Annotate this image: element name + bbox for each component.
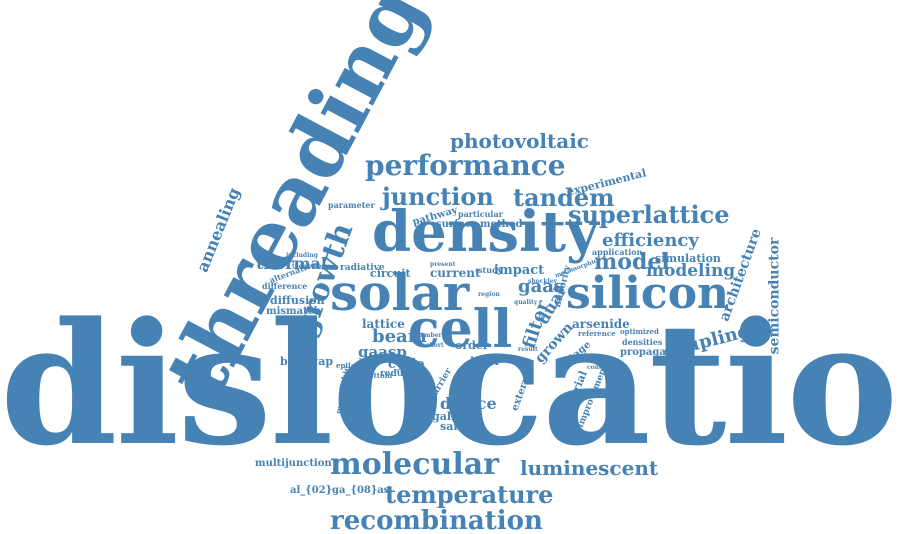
- word-lattice: lattice: [362, 318, 405, 330]
- word-bottom: bottom: [364, 372, 392, 379]
- word-al02ga08as: al_{02}ga_{08}as: [290, 486, 389, 496]
- word-method: method: [480, 220, 523, 230]
- word-application: application: [592, 248, 642, 256]
- word-luminescent: luminescent: [520, 458, 658, 478]
- word-recombination: recombination: [330, 508, 543, 534]
- word-superlattice: superlattice: [568, 203, 730, 227]
- word-short: short: [426, 343, 444, 349]
- word-difference: difference: [262, 282, 307, 290]
- word-result: result: [518, 347, 538, 353]
- word-order: order: [455, 340, 489, 351]
- word-simulation: simulation: [655, 253, 721, 264]
- word-shockley: shockley: [528, 279, 557, 285]
- word-parameter: parameter: [328, 201, 375, 209]
- word-modeling: modeling: [646, 263, 735, 280]
- word-performance: performance: [365, 152, 566, 180]
- word-including: including: [286, 253, 318, 259]
- word-junction: junction: [382, 185, 494, 209]
- word-optimized: optimized: [620, 328, 659, 335]
- word-region: region: [478, 292, 500, 298]
- word-condition: condition: [587, 365, 619, 371]
- word-present: present: [430, 262, 456, 268]
- word-lambert: lambert: [418, 333, 444, 339]
- word-quality: quality: [514, 300, 537, 306]
- word-semiconductor: semiconductor: [767, 238, 781, 355]
- word-layer: layer: [470, 356, 501, 367]
- word-current: current: [430, 267, 481, 279]
- word-mismatch: mismatch: [266, 307, 321, 317]
- word-radiative: radiative: [340, 264, 385, 273]
- word-study: study: [478, 266, 502, 274]
- word-diffusion: diffusion: [270, 295, 325, 306]
- word-epilayers: epilayers: [336, 362, 371, 369]
- word-densities: densities: [622, 338, 662, 346]
- word-technology: technology: [292, 264, 329, 270]
- word-particular: particular: [458, 210, 503, 218]
- word-sample: sample: [440, 421, 484, 432]
- word-molecular: molecular: [330, 450, 499, 480]
- word-multijunction: multijunction: [255, 459, 332, 469]
- word-photovoltaic: photovoltaic: [450, 131, 589, 151]
- word-temperature: temperature: [385, 483, 553, 507]
- word-propagate: propagate: [620, 348, 677, 358]
- word-reference: reference: [578, 330, 616, 337]
- word-surface: surface: [436, 220, 477, 230]
